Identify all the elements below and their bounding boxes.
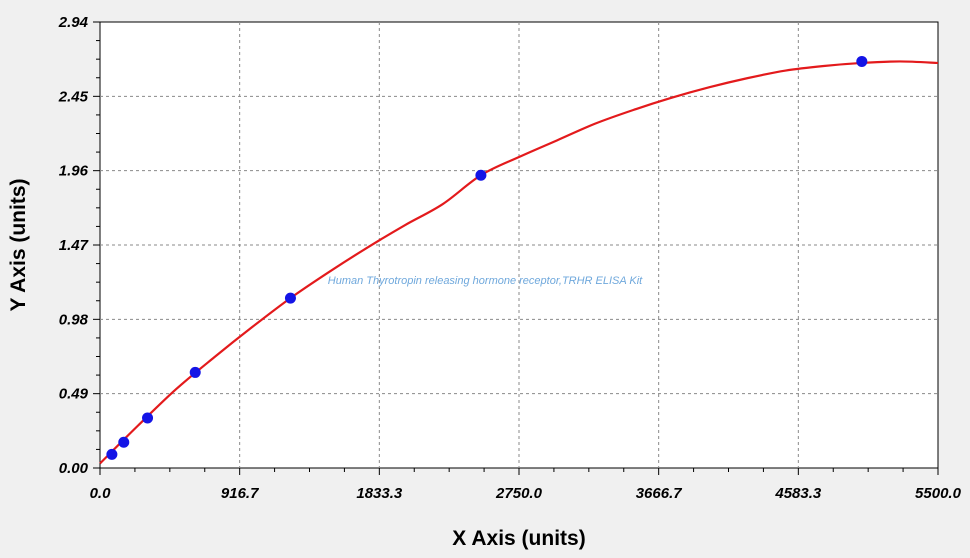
x-axis-title: X Axis (units): [452, 527, 585, 550]
fit-curve-group: [99, 60, 939, 465]
watermark-text: Human Thyrotropin releasing hormone rece…: [328, 275, 643, 287]
x-tick-label: 0.0: [90, 485, 112, 502]
y-tick-label: 0.00: [59, 460, 89, 477]
x-tick-label: 2750.0: [495, 485, 543, 502]
y-tick-label: 0.49: [59, 386, 89, 403]
x-tick-label: 4583.3: [774, 485, 822, 502]
x-tick-label: 916.7: [221, 485, 259, 502]
x-tick-labels: 0.0 916.7 1833.3 2750.0 3666.7 4583.3 5500.0: [90, 485, 962, 502]
data-points-group: [106, 55, 868, 460]
x-tick-label: 1833.3: [356, 485, 403, 502]
data-point: [118, 436, 130, 448]
y-tick-labels: 0.00 0.49 0.98 1.47 1.96 2.45 2.94: [58, 14, 89, 477]
y-tick-label: 0.98: [59, 311, 89, 328]
y-tick-label: 1.47: [59, 237, 89, 254]
fit-curve-line: [99, 60, 939, 465]
y-tick-label: 2.94: [58, 14, 89, 31]
x-tick-label: 5500.0: [915, 485, 962, 502]
y-tick-label: 2.45: [58, 88, 89, 105]
x-tick-label: 3666.7: [636, 485, 683, 502]
y-axis-title: Y Axis (units): [7, 178, 30, 311]
data-point: [189, 366, 201, 378]
y-tick-label: 1.96: [59, 163, 89, 180]
data-point: [284, 292, 296, 304]
data-point: [475, 169, 487, 181]
data-point: [856, 55, 868, 67]
data-point: [142, 412, 154, 424]
data-point: [106, 448, 118, 460]
grid-lines: [100, 22, 938, 468]
axis-ticks: [93, 21, 939, 475]
